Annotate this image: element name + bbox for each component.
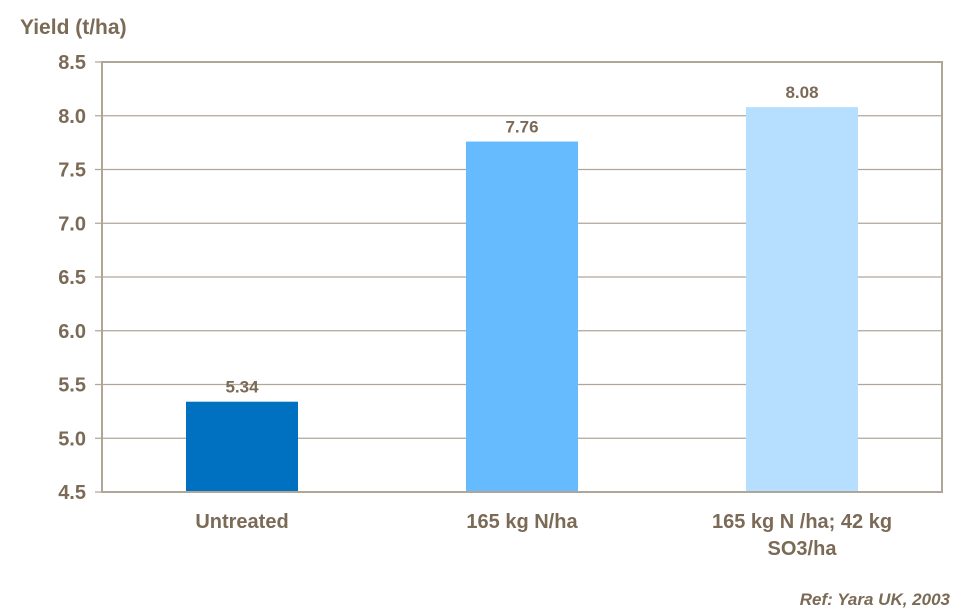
y-tick-label: 6.0 xyxy=(58,321,86,343)
x-tick-label: SO3/ha xyxy=(768,538,838,560)
bar xyxy=(186,401,298,491)
y-tick-label: 7.5 xyxy=(58,160,86,182)
x-tick-label: 165 kg N/ha xyxy=(466,511,578,533)
data-label: 7.76 xyxy=(505,118,538,137)
y-tick-label: 5.0 xyxy=(58,428,86,450)
data-label: 8.08 xyxy=(785,83,818,102)
data-label: 5.34 xyxy=(225,378,259,397)
y-tick-label: 6.5 xyxy=(58,267,86,289)
y-tick-label: 8.0 xyxy=(58,106,86,128)
x-tick-label: Untreated xyxy=(195,511,288,533)
y-tick-label: 8.5 xyxy=(58,52,86,74)
reference-note: Ref: Yara UK, 2003 xyxy=(799,590,950,609)
y-tick-label: 5.5 xyxy=(58,375,86,397)
bar xyxy=(466,141,578,492)
y-axis-label: Yield (t/ha) xyxy=(20,16,127,39)
y-tick-label: 7.0 xyxy=(58,213,86,235)
x-tick-label: 165 kg N /ha; 42 kg xyxy=(712,511,892,533)
bar xyxy=(746,107,858,492)
plot-area-border xyxy=(101,61,943,493)
y-tick-label: 4.5 xyxy=(58,482,86,504)
